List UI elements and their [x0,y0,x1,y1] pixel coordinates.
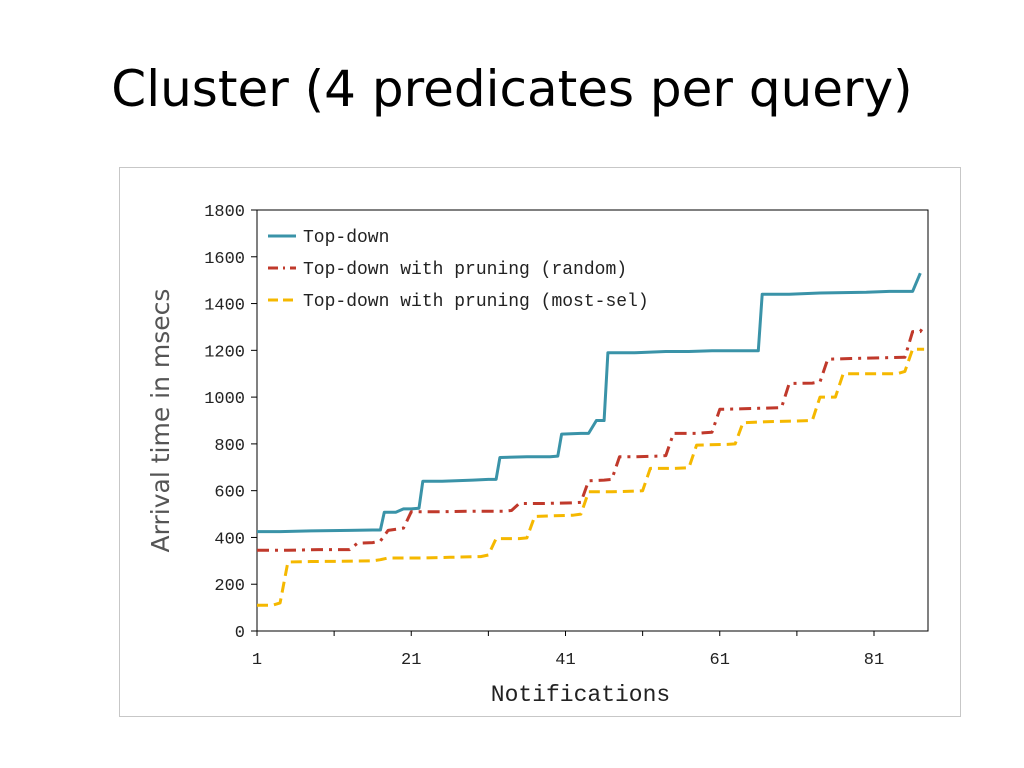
legend-label: Top-down with pruning (random) [303,260,627,280]
y-tick-label: 800 [214,437,245,456]
slide-title: Cluster (4 predicates per query) [111,60,913,118]
x-tick-label: 41 [555,651,575,670]
series-lines [257,272,926,607]
y-tick-label: 400 [214,530,245,549]
series-line-3 [257,347,925,607]
legend-label: Top-down with pruning (most-sel) [303,292,649,312]
x-tick-label: 21 [401,651,421,670]
y-tick-label: 1400 [204,297,245,316]
y-tick-label: 600 [214,484,245,503]
series-line-1 [257,272,922,534]
y-tick-label: 0 [235,624,245,643]
x-tick-label: 81 [864,651,884,670]
legend: Top-down Top-down with pruning (random) To… [268,228,649,312]
y-tick-label: 1800 [204,203,245,222]
y-tick-label: 1000 [204,390,245,409]
series-line-2 [257,324,926,552]
x-tick-label: 1 [252,651,262,670]
x-axis: 1 21 41 61 81 [252,631,884,670]
legend-label: Top-down [303,228,389,248]
x-tick-label: 61 [710,651,730,670]
y-tick-label: 1200 [204,343,245,362]
y-axis: 0 200 400 600 800 1000 1200 1400 1600 1800 [204,203,257,643]
y-tick-label: 1600 [204,250,245,269]
y-axis-label: Arrival time in msecs [146,289,175,553]
x-axis-label: Notifications [491,682,670,708]
y-tick-label: 200 [214,577,245,596]
